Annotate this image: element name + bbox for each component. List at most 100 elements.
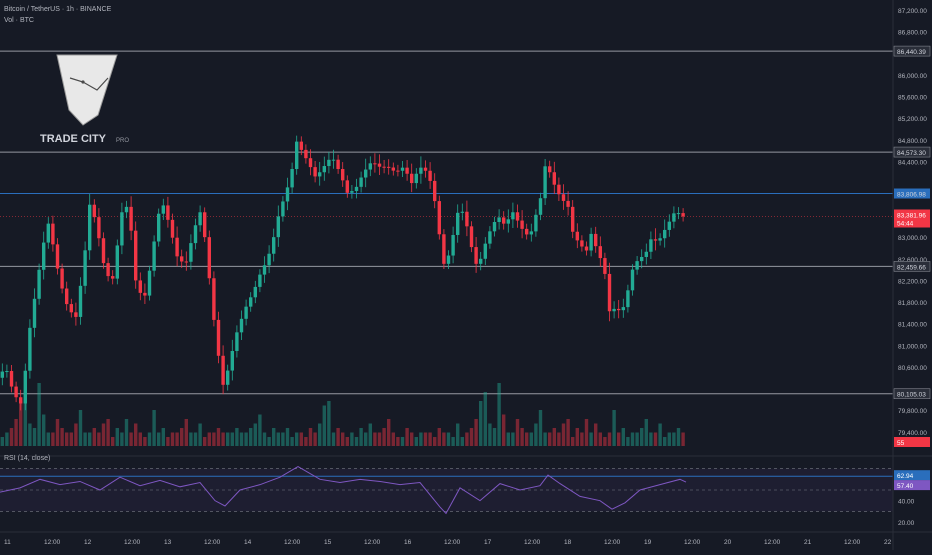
time-tick-label: 11 <box>4 539 11 546</box>
volume-bar <box>649 432 653 446</box>
candle <box>354 186 359 192</box>
volume-bar <box>598 432 602 446</box>
volume-bar <box>571 437 575 446</box>
candle <box>492 222 497 232</box>
price-tick-label: 85,200.00 <box>898 116 927 123</box>
candle <box>55 244 60 269</box>
candle <box>640 256 644 262</box>
candle <box>612 308 616 312</box>
volume-bar <box>253 423 257 446</box>
volume-bar <box>400 437 405 446</box>
candle <box>414 173 418 184</box>
candle <box>373 163 377 165</box>
candle <box>400 167 405 171</box>
rsi-line <box>0 465 687 515</box>
candle <box>391 167 395 171</box>
volume-bar <box>433 437 437 446</box>
candle <box>483 243 487 259</box>
volume-bar <box>594 423 598 446</box>
volume-bar <box>313 432 317 446</box>
candle <box>575 231 579 241</box>
volume-bar <box>198 423 202 446</box>
volume-bar <box>373 432 377 446</box>
countdown-label: 54:44 <box>897 220 914 227</box>
candle <box>511 212 515 220</box>
candle <box>630 269 635 291</box>
price-tick-label: 85,600.00 <box>898 95 927 102</box>
candle <box>621 307 625 311</box>
candle <box>336 159 340 170</box>
candle <box>497 217 501 223</box>
volume-bar <box>267 437 271 446</box>
volume-bar <box>345 437 349 446</box>
volume-bar <box>460 437 464 446</box>
volume-bar <box>331 432 336 446</box>
candle <box>561 194 566 201</box>
volume-bar <box>561 423 566 446</box>
logo-dot <box>81 80 85 84</box>
price-tick-label: 87,200.00 <box>898 8 927 15</box>
volume-bar <box>207 432 211 446</box>
volume-bar <box>74 423 78 446</box>
candle <box>198 212 202 226</box>
volume-bar <box>115 428 119 446</box>
volume-bar <box>106 419 110 446</box>
candle <box>474 247 478 264</box>
volume-bar <box>548 432 552 446</box>
candle <box>538 198 543 215</box>
time-tick-label: 13 <box>164 539 172 546</box>
volume-bar <box>350 432 354 446</box>
candle <box>419 167 423 174</box>
candle <box>667 221 671 230</box>
volume-bar <box>97 432 101 446</box>
volume-bar <box>368 423 372 446</box>
time-tick-label: 12 <box>84 539 92 546</box>
volume-bar <box>612 410 616 446</box>
time-tick-label: 20 <box>724 539 732 546</box>
volume-bar <box>124 419 129 446</box>
rsi-value-tag <box>894 480 930 491</box>
candle <box>285 187 290 202</box>
candle <box>364 169 368 178</box>
volume-bar <box>552 428 556 446</box>
volume-bar <box>584 419 589 446</box>
volume-bar <box>437 428 441 446</box>
time-tick-label: 12:00 <box>684 539 701 546</box>
volume-bar <box>419 432 423 446</box>
candle <box>617 308 621 311</box>
volume-bar <box>529 432 533 446</box>
price-tick-label: 79,800.00 <box>898 408 927 415</box>
candle <box>460 211 464 213</box>
candle <box>19 397 23 404</box>
trade-city-logo <box>56 54 118 126</box>
time-tick-label: 12:00 <box>764 539 781 546</box>
time-tick-label: 16 <box>404 539 412 546</box>
candle <box>235 332 239 352</box>
volume-bar <box>322 405 326 446</box>
volume-bar <box>515 419 520 446</box>
candle <box>598 246 602 259</box>
volume-bar <box>410 432 414 446</box>
candle <box>313 167 317 177</box>
candle <box>138 280 142 293</box>
volume-bar <box>32 428 37 446</box>
candle <box>189 243 193 262</box>
volume-bar <box>78 410 83 446</box>
volume-bar <box>161 428 165 446</box>
time-tick-label: 12:00 <box>124 539 141 546</box>
candle <box>479 258 483 264</box>
volume-bar <box>474 419 478 446</box>
price-tick-label: 81,000.00 <box>898 343 927 350</box>
volume-bar <box>295 432 299 446</box>
candle <box>584 246 589 251</box>
volume-bar <box>336 428 340 446</box>
price-tick-label: 81,400.00 <box>898 322 927 329</box>
candle <box>14 386 18 398</box>
candle <box>635 261 639 270</box>
volume-bar <box>0 437 5 446</box>
volume-bar <box>19 401 23 446</box>
candle <box>304 149 308 159</box>
volume-bar <box>327 401 331 446</box>
